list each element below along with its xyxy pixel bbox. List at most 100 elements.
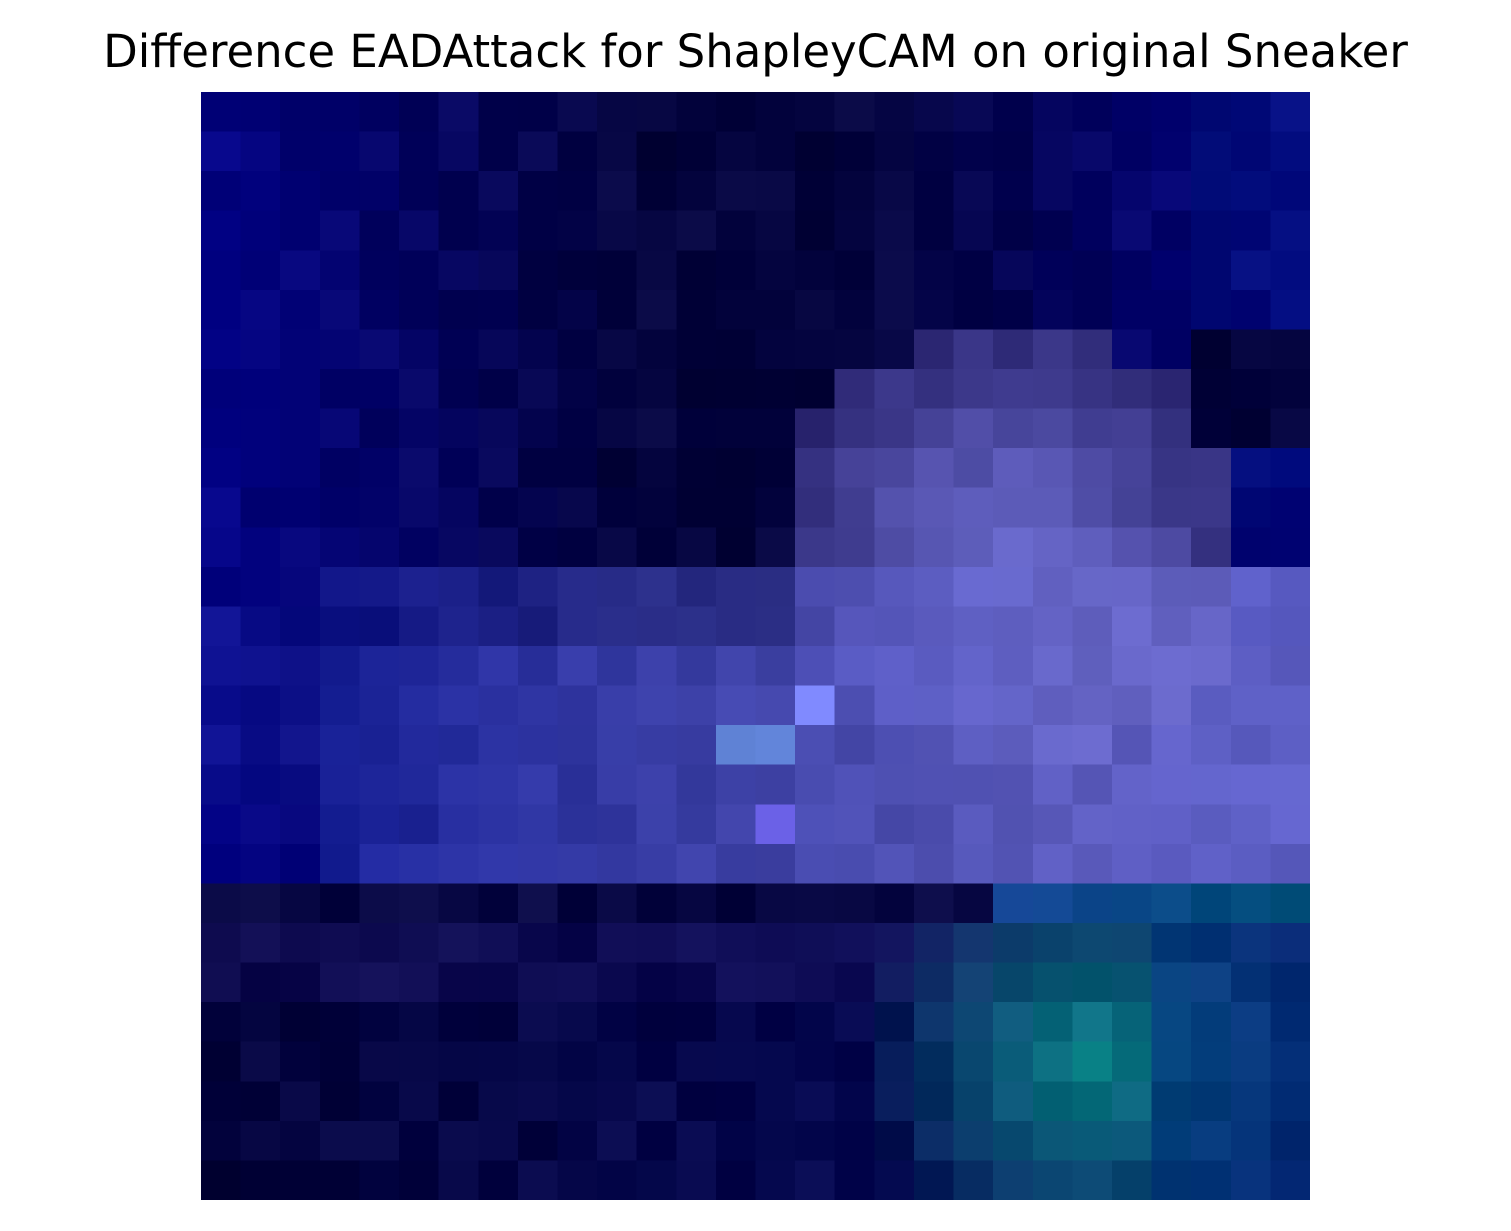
heatmap-cell [1270, 131, 1310, 172]
heatmap-cell [715, 1002, 757, 1043]
heatmap-cell [1270, 448, 1310, 489]
heatmap-cell [834, 566, 876, 608]
heatmap-cell [478, 250, 519, 291]
heatmap-cell [636, 804, 678, 845]
heatmap-cell [1151, 1041, 1192, 1083]
heatmap-cell [993, 804, 1034, 845]
heatmap-cell [1111, 369, 1153, 410]
heatmap-cell [1072, 1120, 1113, 1162]
heatmap-cell [636, 1041, 678, 1083]
heatmap-cell [319, 92, 361, 133]
heatmap-cell [1230, 487, 1272, 529]
heatmap-cell [478, 843, 519, 885]
heatmap-cell [715, 725, 757, 766]
heatmap-cell [1072, 210, 1113, 252]
heatmap-cell [597, 527, 638, 568]
heatmap-cell [1151, 408, 1192, 449]
heatmap-cell [1191, 171, 1232, 212]
heatmap-cell [636, 289, 678, 331]
heatmap-cell [478, 1041, 519, 1083]
heatmap-cell [201, 1120, 242, 1162]
heatmap-cell [795, 527, 836, 568]
heatmap-cell [1032, 289, 1074, 331]
heatmap-cell [1230, 843, 1272, 885]
heatmap-cell [636, 883, 678, 924]
heatmap-cell [319, 883, 361, 924]
heatmap-cell [557, 843, 598, 885]
heatmap-cell [1230, 250, 1272, 291]
heatmap-cell [1230, 210, 1272, 252]
heatmap-cell [517, 1120, 559, 1162]
heatmap-cell [557, 606, 598, 647]
heatmap-cell [874, 171, 915, 212]
heatmap-cell [834, 685, 876, 726]
heatmap-cell [1111, 606, 1153, 647]
heatmap-cell [676, 487, 717, 529]
heatmap-cell [438, 210, 480, 252]
heatmap-cell [557, 646, 598, 687]
heatmap-cell [359, 369, 400, 410]
heatmap-cell [993, 329, 1034, 370]
heatmap-cell [874, 685, 915, 726]
heatmap-cell [399, 606, 440, 647]
heatmap-cell [359, 883, 400, 924]
heatmap-cell [874, 92, 915, 133]
heatmap-cell [1151, 685, 1192, 726]
heatmap-cell [1270, 883, 1310, 924]
heatmap-cell [359, 329, 400, 370]
heatmap-cell [280, 1081, 321, 1122]
heatmap-cell [201, 804, 242, 845]
heatmap-cell [834, 408, 876, 449]
heatmap-cell [399, 210, 440, 252]
heatmap-cell [597, 1041, 638, 1083]
heatmap-cell [399, 487, 440, 529]
heatmap-cell [399, 646, 440, 687]
heatmap-cell [359, 685, 400, 726]
heatmap-cell [359, 1081, 400, 1122]
heatmap-cell [1230, 1120, 1272, 1162]
heatmap-cell [834, 131, 876, 172]
heatmap-cell [517, 329, 559, 370]
heatmap-cell [478, 1160, 519, 1200]
heatmap-cell [319, 329, 361, 370]
heatmap-cell [1032, 527, 1074, 568]
heatmap-cell [795, 962, 836, 1003]
heatmap-cell [1191, 883, 1232, 924]
heatmap-cell [1111, 448, 1153, 489]
heatmap-cell [834, 606, 876, 647]
heatmap-cell [993, 408, 1034, 449]
heatmap-cell [319, 646, 361, 687]
heatmap-cell [913, 1081, 955, 1122]
heatmap-cell [438, 962, 480, 1003]
heatmap-cell [636, 606, 678, 647]
heatmap-cell [1270, 408, 1310, 449]
heatmap-cell [953, 843, 994, 885]
heatmap-cell [1111, 210, 1153, 252]
heatmap-cell [993, 131, 1034, 172]
heatmap-cell [636, 646, 678, 687]
heatmap-cell [557, 764, 598, 806]
heatmap-cell [280, 1041, 321, 1083]
heatmap-cell [953, 1002, 994, 1043]
heatmap-cell [1191, 725, 1232, 766]
heatmap-cell [993, 843, 1034, 885]
heatmap-cell [240, 329, 282, 370]
heatmap-cell [953, 369, 994, 410]
heatmap-cell [1072, 369, 1113, 410]
heatmap-cell [399, 289, 440, 331]
heatmap-cell [280, 566, 321, 608]
heatmap-cell [201, 487, 242, 529]
heatmap-cell [240, 843, 282, 885]
heatmap-cell [676, 725, 717, 766]
heatmap-cell [1032, 1160, 1074, 1200]
heatmap-cell [636, 843, 678, 885]
heatmap-cell [478, 527, 519, 568]
heatmap-cell [636, 92, 678, 133]
heatmap-cell [1032, 171, 1074, 212]
heatmap-cell [1032, 883, 1074, 924]
heatmap-cell [319, 1002, 361, 1043]
heatmap-cell [953, 448, 994, 489]
heatmap-cell [1032, 448, 1074, 489]
heatmap-cell [1151, 764, 1192, 806]
heatmap-cell [676, 92, 717, 133]
